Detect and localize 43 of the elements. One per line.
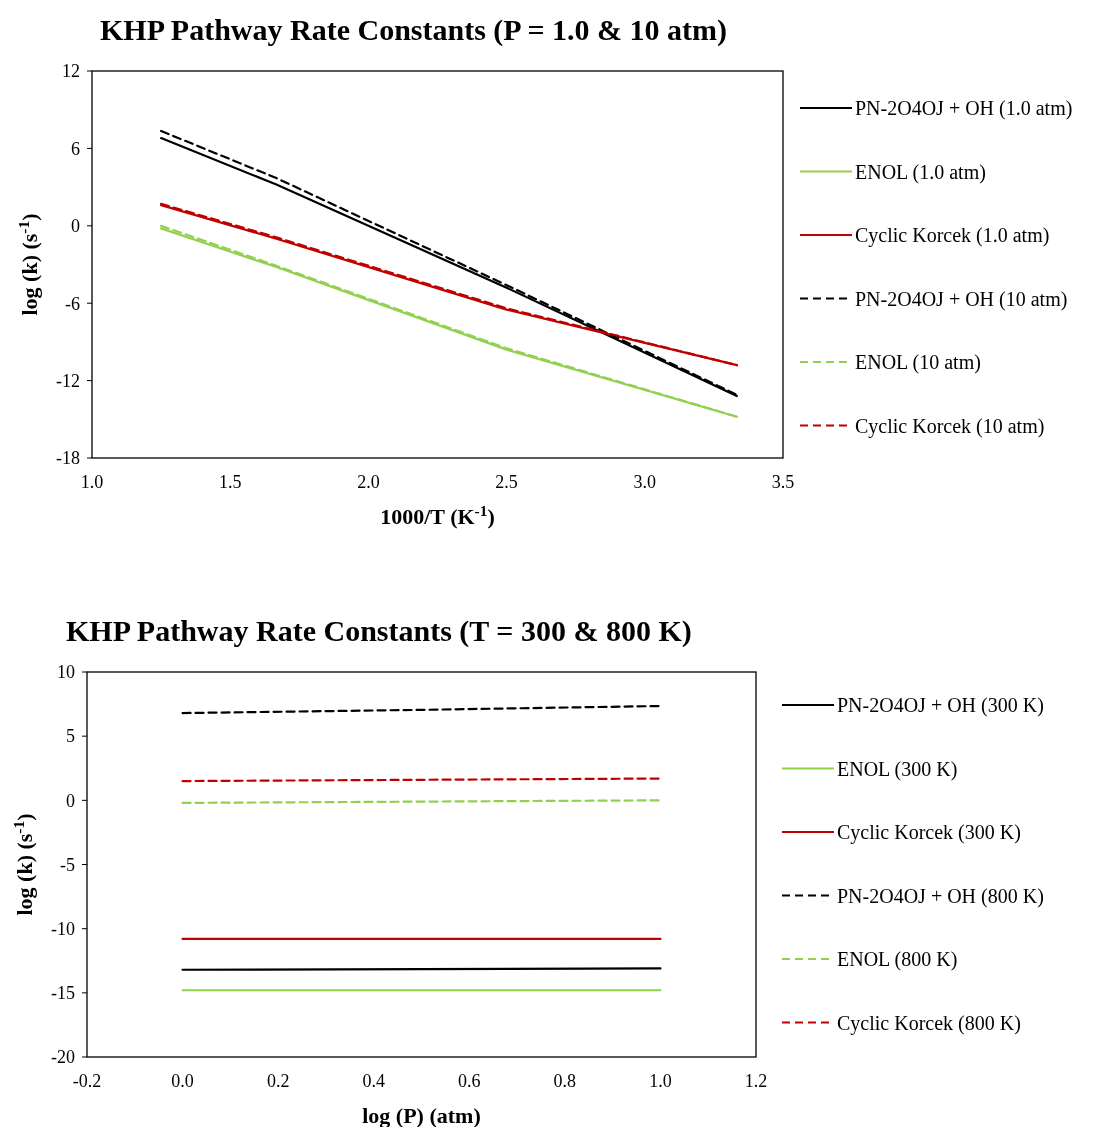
legend-label: ENOL (10 atm): [855, 351, 981, 374]
x-axis-title: 1000/T (K$^{-1}$): [380, 501, 495, 529]
y-tick-label: -5: [60, 854, 75, 875]
legend-label: PN-2O4OJ + OH (10 atm): [855, 287, 1068, 311]
legend-label: Cyclic Korcek (10 atm): [855, 414, 1045, 438]
y-tick-label: -10: [51, 918, 75, 939]
x-tick-label: 1.5: [218, 472, 242, 492]
y-tick-label: 12: [62, 61, 80, 82]
x-tick-label: 0.6: [458, 1071, 481, 1091]
legend-label: PN-2O4OJ + OH (800 K): [837, 884, 1044, 908]
legend-label: ENOL (1.0 atm): [855, 160, 986, 184]
legend-label: PN-2O4OJ + OH (1.0 atm): [855, 97, 1073, 120]
x-tick-label: 1.2: [744, 1071, 768, 1091]
y-tick-label: 0: [66, 790, 75, 811]
x-tick-label: 2.5: [495, 472, 518, 492]
legend-label: Cyclic Korcek (800 K): [837, 1011, 1021, 1035]
legend-label: PN-2O4OJ + OH (300 K): [837, 694, 1044, 717]
x-tick-label: 0.2: [266, 1071, 290, 1091]
y-tick-label: -6: [65, 293, 80, 314]
x-tick-label: 1.0: [649, 1071, 672, 1091]
x-tick-label: -0.2: [72, 1071, 102, 1091]
legend-label: ENOL (800 K): [837, 948, 958, 971]
legend-label: ENOL (300 K): [837, 757, 958, 781]
legend-label: Cyclic Korcek (300 K): [837, 821, 1021, 844]
y-tick-label: -18: [56, 448, 80, 469]
x-tick-label: 3.5: [771, 472, 795, 492]
x-tick-label: 3.0: [633, 472, 657, 492]
x-tick-label: 0.0: [171, 1071, 194, 1091]
x-tick-label: 0.8: [553, 1071, 577, 1091]
chart-title: KHP Pathway Rate Constants (P = 1.0 & 10 atm): [100, 13, 728, 47]
y-tick-label: 6: [71, 138, 80, 159]
y-tick-label: -15: [51, 983, 75, 1004]
y-tick-label: -12: [56, 370, 80, 391]
x-axis-title: log (P) (atm): [362, 1103, 481, 1127]
y-tick-label: 0: [71, 216, 80, 237]
x-tick-label: 1.0: [80, 472, 104, 492]
legend-label: Cyclic Korcek (1.0 atm): [855, 224, 1050, 247]
y-tick-label: -20: [51, 1047, 75, 1068]
y-tick-label: 10: [57, 662, 75, 683]
x-tick-label: 0.4: [362, 1071, 385, 1091]
y-tick-label: 5: [66, 726, 75, 747]
chart-title: KHP Pathway Rate Constants (T = 300 & 800 K): [66, 614, 692, 648]
x-tick-label: 2.0: [357, 472, 380, 492]
